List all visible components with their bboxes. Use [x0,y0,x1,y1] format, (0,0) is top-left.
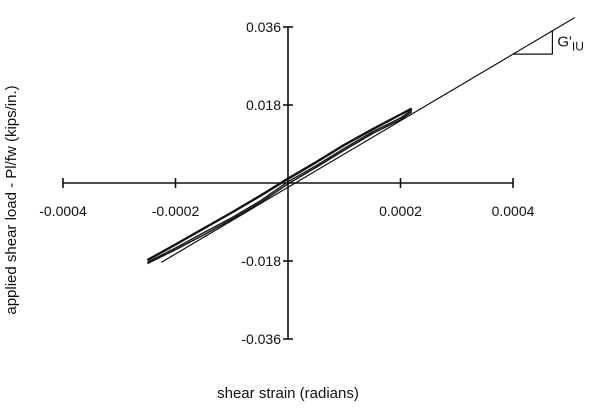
y-tick-label: -0.036 [241,331,281,347]
axes [63,27,513,339]
y-axis-label: applied shear load - Pl/fw (kips/in.) [3,85,20,314]
series-group [146,16,576,265]
y-tick-label: 0.036 [246,19,281,35]
x-tick-label: 0.0004 [492,203,535,219]
tick-marks [62,26,514,340]
slope-label-base: G' [557,33,572,50]
slope-triangle [513,30,553,55]
x-tick-label: 0.0002 [379,203,422,219]
y-tick-label: 0.018 [246,97,281,113]
tick-labels: -0.0004 -0.0002 0.0002 0.0004 0.036 0.018 -0.0… [39,19,534,347]
fit-line [161,16,576,263]
y-tick-label: -0.018 [241,253,281,269]
x-axis-label: shear strain (radians) [217,385,359,402]
data-curve [147,109,413,263]
x-tick-label: -0.0004 [39,203,87,219]
data-curve [146,107,413,262]
x-tick-label: -0.0002 [152,203,200,219]
data-curve [147,111,413,265]
slope-label-subscript: IU [572,39,584,53]
slope-label: G'IU [557,33,584,53]
slope-annotation: G'IU [513,30,584,55]
